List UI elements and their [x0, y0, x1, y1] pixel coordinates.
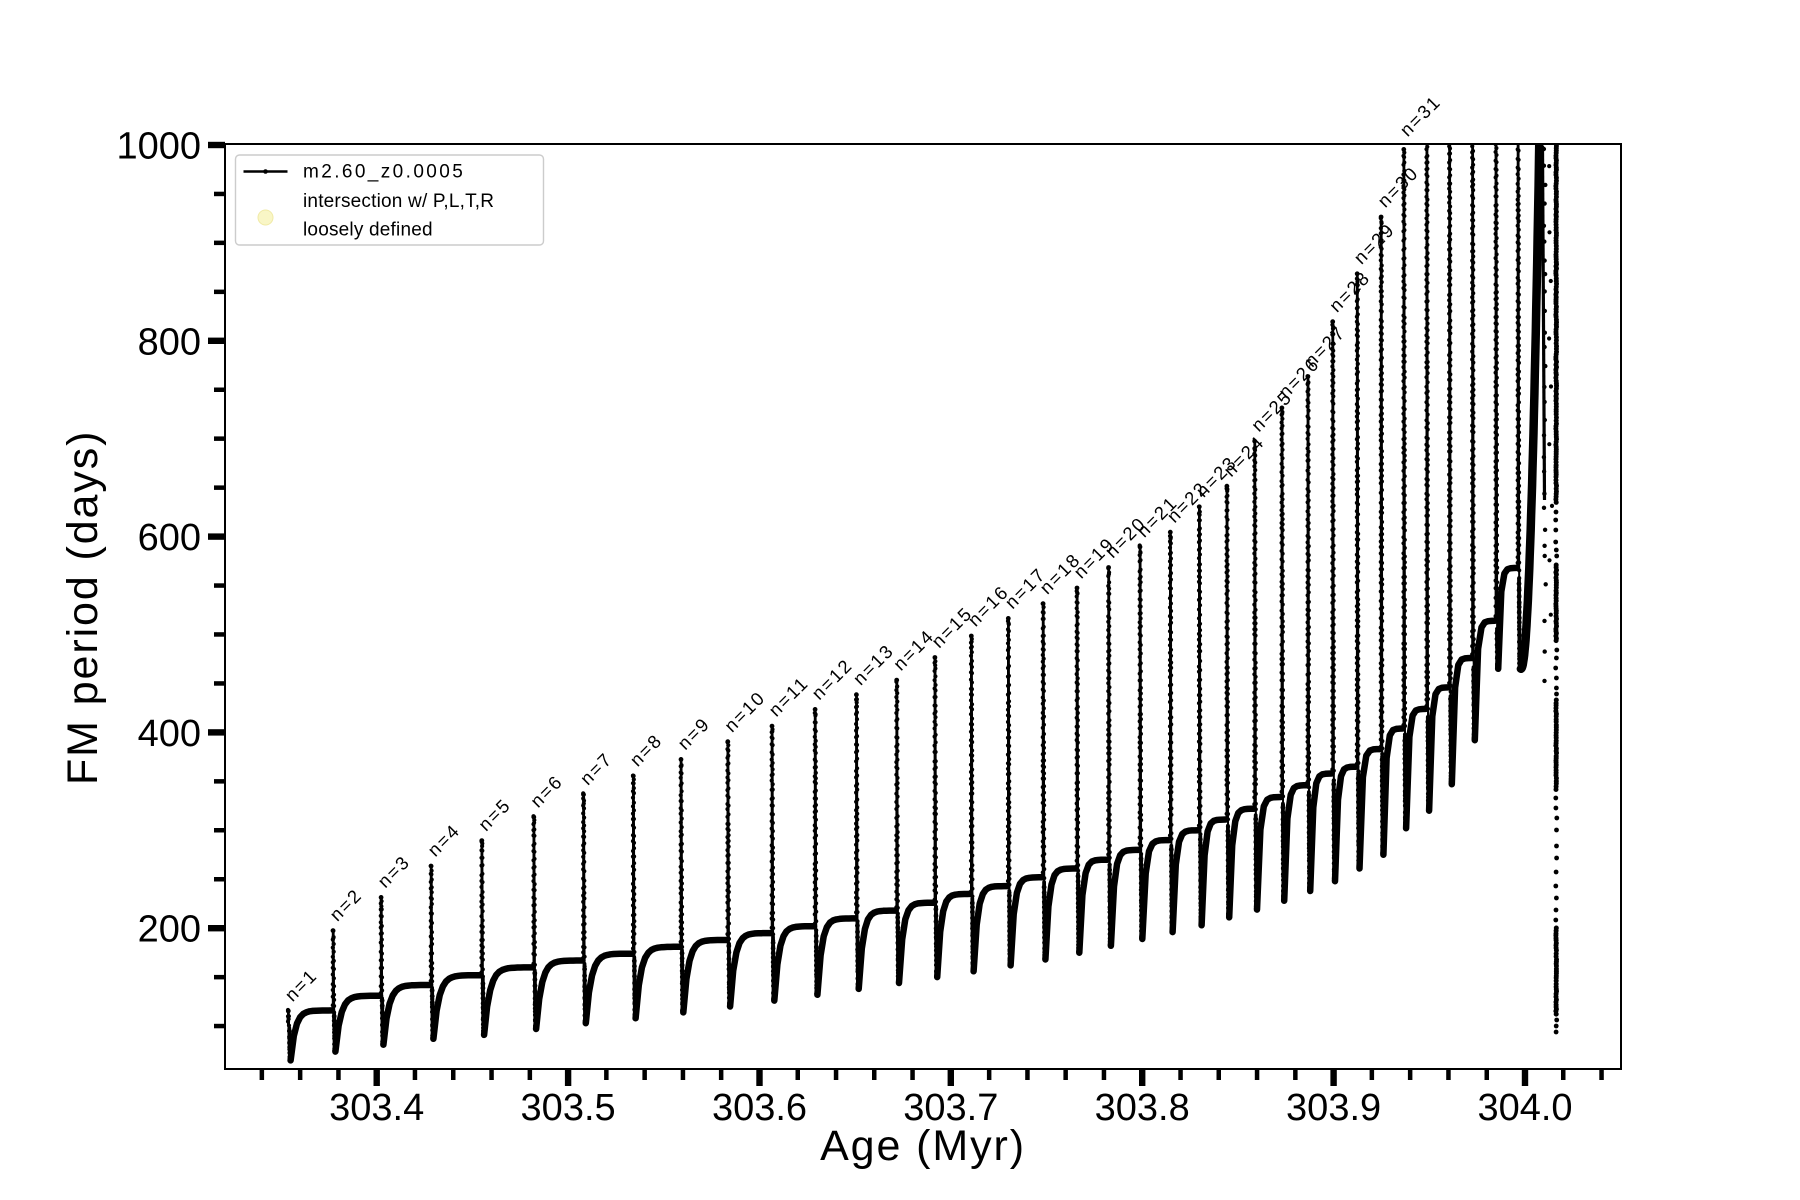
svg-text:Age (Myr): Age (Myr) — [820, 1122, 1026, 1170]
svg-text:303.6: 303.6 — [712, 1087, 807, 1129]
svg-text:1000: 1000 — [116, 126, 201, 168]
svg-text:304.0: 304.0 — [1477, 1087, 1572, 1129]
svg-text:303.7: 303.7 — [903, 1087, 998, 1129]
svg-text:303.4: 303.4 — [329, 1087, 424, 1129]
svg-text:200: 200 — [138, 909, 201, 951]
svg-text:303.9: 303.9 — [1286, 1087, 1381, 1129]
svg-text:m2.60_z0.0005: m2.60_z0.0005 — [303, 162, 465, 183]
svg-text:FM period (days): FM period (days) — [59, 430, 107, 785]
svg-text:intersection w/ P,L,T,R: intersection w/ P,L,T,R — [303, 191, 494, 212]
svg-text:303.8: 303.8 — [1095, 1087, 1190, 1129]
svg-text:loosely defined: loosely defined — [303, 220, 433, 241]
svg-text:600: 600 — [138, 517, 201, 559]
svg-text:303.5: 303.5 — [521, 1087, 616, 1129]
svg-text:800: 800 — [138, 321, 201, 363]
svg-text:400: 400 — [138, 713, 201, 755]
